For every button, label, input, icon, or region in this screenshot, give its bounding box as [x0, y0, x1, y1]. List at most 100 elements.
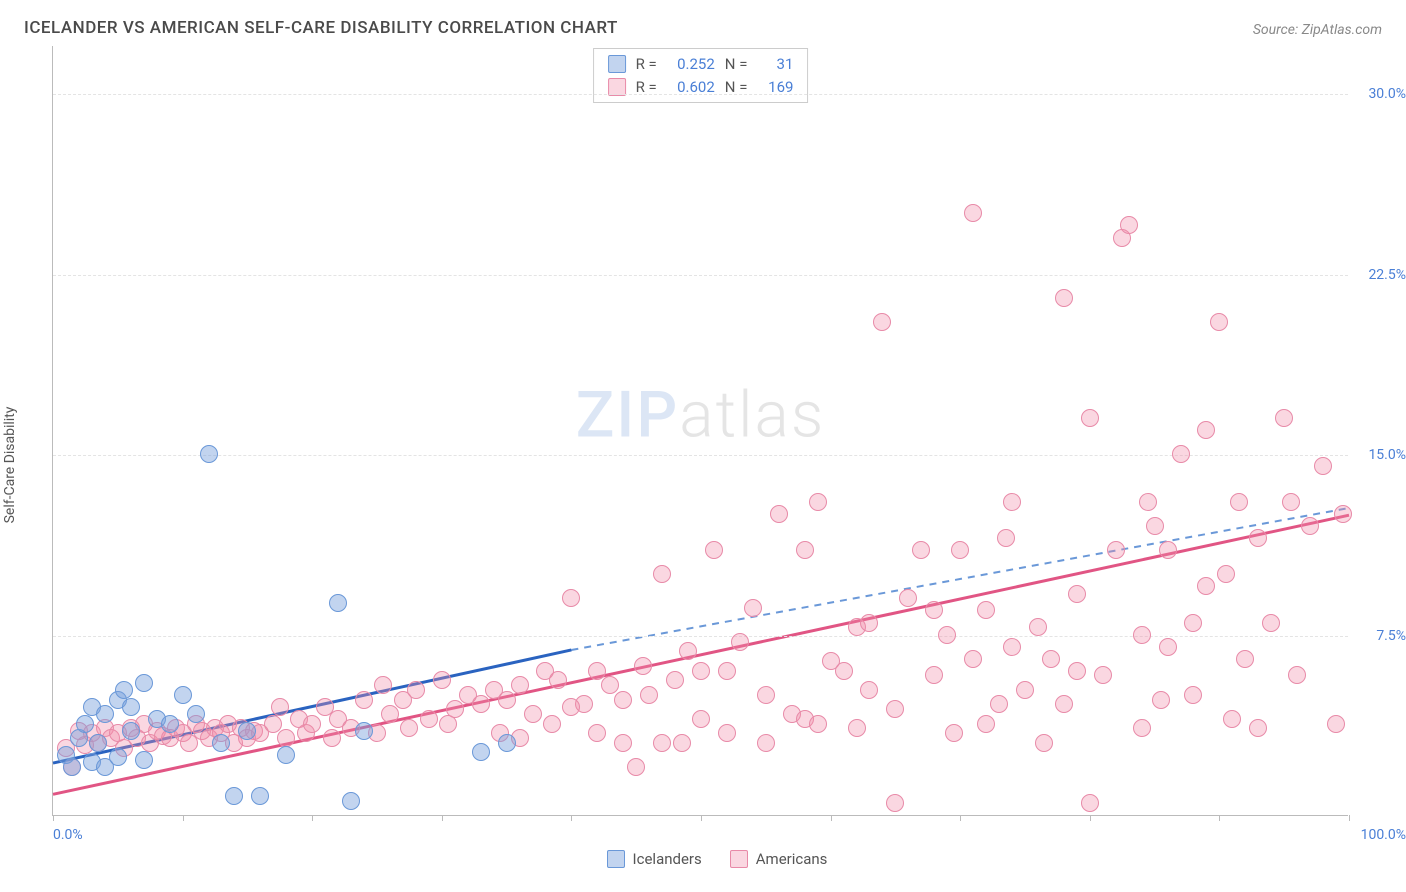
legend-label: Americans: [756, 850, 828, 868]
x-tick: [831, 815, 832, 821]
point-icelanders: [76, 715, 94, 733]
point-icelanders: [115, 681, 133, 699]
point-americans: [964, 650, 982, 668]
point-americans: [511, 676, 529, 694]
point-icelanders: [472, 743, 490, 761]
point-americans: [588, 724, 606, 742]
point-americans: [381, 705, 399, 723]
point-americans: [718, 662, 736, 680]
point-americans: [1107, 541, 1125, 559]
point-icelanders: [122, 698, 140, 716]
point-americans: [634, 657, 652, 675]
point-americans: [977, 601, 995, 619]
point-americans: [640, 686, 658, 704]
point-icelanders: [342, 792, 360, 810]
point-americans: [400, 719, 418, 737]
point-americans: [1133, 626, 1151, 644]
point-americans: [1197, 577, 1215, 595]
point-americans: [271, 698, 289, 716]
point-americans: [433, 671, 451, 689]
point-americans: [757, 734, 775, 752]
point-americans: [562, 589, 580, 607]
point-americans: [990, 695, 1008, 713]
point-americans: [1249, 529, 1267, 547]
x-tick: [1090, 815, 1091, 821]
point-americans: [1133, 719, 1151, 737]
point-americans: [1081, 409, 1099, 427]
point-americans: [1094, 666, 1112, 684]
x-tick: [571, 815, 572, 821]
point-americans: [873, 313, 891, 331]
point-icelanders: [161, 715, 179, 733]
point-americans: [718, 724, 736, 742]
point-icelanders: [122, 722, 140, 740]
stats-swatch: [608, 78, 626, 96]
point-americans: [1003, 493, 1021, 511]
point-americans: [1223, 710, 1241, 728]
point-icelanders: [109, 748, 127, 766]
chart-area: Self-Care Disability ZIPatlas R =0.252N …: [24, 46, 1382, 868]
point-americans: [614, 691, 632, 709]
point-americans: [1236, 650, 1254, 668]
point-americans: [731, 633, 749, 651]
y-axis-label: Self-Care Disability: [2, 407, 18, 524]
point-icelanders: [174, 686, 192, 704]
point-americans: [770, 505, 788, 523]
x-tick: [53, 815, 54, 821]
x-tick: [1219, 815, 1220, 821]
point-americans: [835, 662, 853, 680]
point-americans: [1159, 638, 1177, 656]
point-americans: [666, 671, 684, 689]
point-americans: [1081, 794, 1099, 812]
point-icelanders: [212, 734, 230, 752]
point-americans: [1217, 565, 1235, 583]
point-americans: [692, 710, 710, 728]
point-icelanders: [89, 734, 107, 752]
plot-area: ZIPatlas R =0.252N =31R =0.602N =169 7.5…: [52, 46, 1348, 816]
point-icelanders: [277, 746, 295, 764]
stats-r-label: R =: [636, 53, 657, 76]
point-americans: [860, 681, 878, 699]
point-americans: [1262, 614, 1280, 632]
stats-n-label: N =: [725, 53, 748, 76]
point-americans: [1282, 493, 1300, 511]
point-americans: [705, 541, 723, 559]
point-americans: [524, 705, 542, 723]
x-tick: [183, 815, 184, 821]
y-tick-label: 7.5%: [1376, 628, 1406, 644]
stats-swatch: [608, 55, 626, 73]
chart-header: ICELANDER VS AMERICAN SELF-CARE DISABILI…: [0, 0, 1406, 46]
point-americans: [1230, 493, 1248, 511]
point-americans: [997, 529, 1015, 547]
point-americans: [977, 715, 995, 733]
x-tick: [960, 815, 961, 821]
legend: IcelandersAmericans: [52, 850, 1382, 868]
point-americans: [653, 565, 671, 583]
point-americans: [925, 601, 943, 619]
point-americans: [964, 204, 982, 222]
point-americans: [1029, 618, 1047, 636]
point-icelanders: [187, 705, 205, 723]
point-americans: [1197, 421, 1215, 439]
point-americans: [886, 794, 904, 812]
point-americans: [692, 662, 710, 680]
point-americans: [374, 676, 392, 694]
point-americans: [1159, 541, 1177, 559]
y-tick-label: 30.0%: [1368, 86, 1406, 102]
x-end-label: 100.0%: [1361, 827, 1406, 843]
point-americans: [1210, 313, 1228, 331]
point-icelanders: [96, 705, 114, 723]
point-americans: [355, 691, 373, 709]
stats-r-value: 0.252: [667, 53, 715, 76]
point-americans: [1016, 681, 1034, 699]
point-americans: [757, 686, 775, 704]
point-icelanders: [329, 594, 347, 612]
x-tick: [701, 815, 702, 821]
gridline: [53, 275, 1348, 276]
point-americans: [1184, 686, 1202, 704]
x-tick: [1349, 815, 1350, 821]
point-americans: [1055, 289, 1073, 307]
legend-swatch: [730, 850, 748, 868]
point-americans: [886, 700, 904, 718]
point-americans: [796, 541, 814, 559]
